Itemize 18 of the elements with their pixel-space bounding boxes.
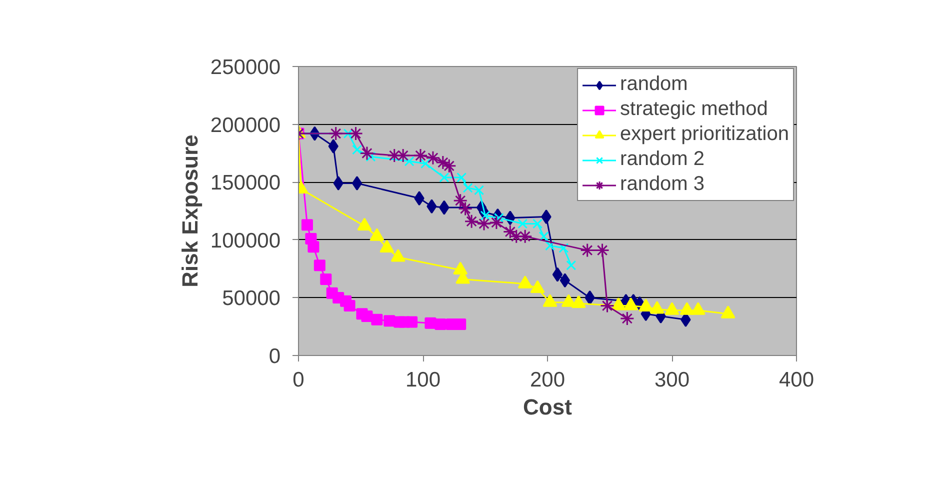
y-tick-label: 250000 bbox=[210, 56, 281, 79]
legend-label: strategic method bbox=[620, 98, 768, 121]
legend-label: expert prioritization bbox=[620, 123, 789, 146]
y-tick-label: 100000 bbox=[210, 229, 281, 252]
x-tick-label: 300 bbox=[654, 368, 690, 392]
y-tick-label: 200000 bbox=[210, 114, 281, 137]
x-tick-label: 0 bbox=[292, 368, 304, 392]
x-tick-label: 100 bbox=[405, 368, 441, 392]
y-axis-title: Risk Exposure bbox=[177, 134, 202, 288]
x-tick-label: 400 bbox=[778, 368, 814, 392]
legend-label: random 3 bbox=[620, 173, 705, 196]
y-tick-label: 50000 bbox=[222, 287, 281, 310]
legend-label: random 2 bbox=[620, 148, 705, 171]
x-tick-label: 200 bbox=[530, 368, 566, 392]
y-tick-label: 0 bbox=[268, 345, 281, 368]
legend-label: random bbox=[620, 73, 688, 96]
x-axis-title: Cost bbox=[523, 394, 573, 420]
y-tick-label: 150000 bbox=[210, 172, 281, 195]
